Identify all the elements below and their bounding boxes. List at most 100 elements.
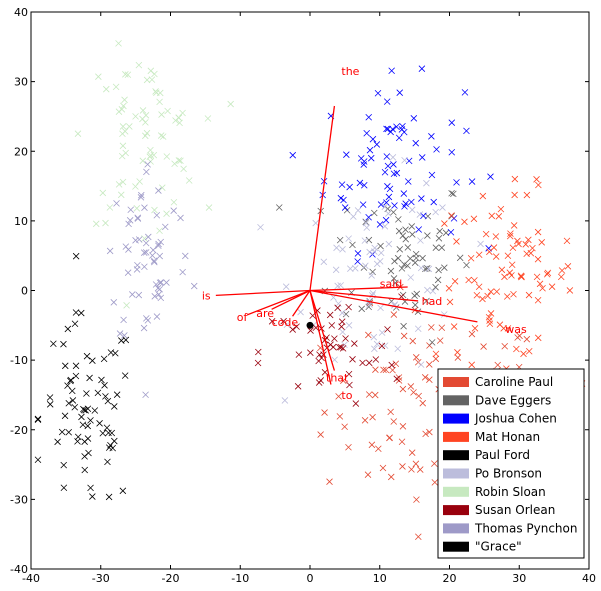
y-tick-label: 0 — [21, 285, 28, 298]
data-point — [159, 133, 167, 140]
data-point — [393, 169, 401, 177]
data-point — [155, 291, 163, 298]
data-point — [87, 484, 94, 492]
data-point — [149, 246, 157, 254]
loading-label-to: to — [341, 389, 352, 402]
data-point — [511, 191, 518, 199]
data-point — [433, 146, 440, 153]
data-point — [85, 449, 92, 457]
data-point — [81, 466, 89, 474]
data-point — [34, 415, 42, 423]
data-point — [354, 207, 362, 214]
data-point — [372, 356, 380, 363]
data-point — [432, 283, 439, 291]
data-point — [376, 221, 384, 228]
data-point — [140, 249, 148, 256]
loading-label-had: had — [422, 295, 443, 308]
series-3 — [432, 175, 586, 422]
data-point — [414, 325, 422, 333]
data-point — [362, 218, 369, 226]
data-point — [415, 226, 423, 233]
data-point — [119, 142, 127, 150]
data-point — [415, 533, 422, 541]
data-point — [74, 130, 82, 137]
ticks-layer: -40 -30 -20 -10 0 10 20 30 40 40 30 20 10 0 -10 -20 -30 -… — [10, 6, 596, 585]
series-7 — [254, 293, 405, 407]
data-point — [513, 345, 520, 353]
data-point — [120, 102, 127, 110]
series-6 — [74, 40, 234, 309]
data-point — [369, 413, 376, 421]
data-point — [424, 286, 431, 294]
data-point — [204, 115, 212, 122]
data-point — [383, 199, 390, 206]
data-point — [345, 303, 352, 311]
data-point — [409, 337, 417, 345]
data-point — [423, 297, 430, 305]
data-point — [409, 231, 416, 238]
data-point — [106, 204, 114, 211]
data-point — [548, 283, 556, 290]
x-tick-label: 40 — [582, 572, 596, 585]
data-point — [379, 464, 387, 472]
data-point — [484, 292, 491, 300]
data-point — [341, 341, 348, 349]
data-point — [180, 165, 187, 173]
data-point — [60, 340, 67, 348]
data-point — [477, 240, 484, 248]
data-point — [385, 210, 392, 217]
data-point — [369, 290, 377, 297]
data-point — [363, 129, 370, 137]
data-point — [153, 211, 161, 219]
data-point — [254, 359, 262, 367]
data-point — [105, 429, 112, 437]
data-point — [510, 222, 518, 229]
data-point — [514, 237, 521, 245]
data-point — [134, 215, 142, 222]
data-point — [144, 161, 151, 168]
data-point — [335, 300, 342, 307]
data-point — [345, 235, 352, 242]
data-point — [370, 209, 378, 217]
data-point — [450, 323, 458, 330]
data-point — [83, 390, 90, 397]
data-point — [416, 211, 424, 218]
x-tick-label: -40 — [22, 572, 40, 585]
y-tick-label: -20 — [10, 424, 28, 437]
data-point — [275, 204, 283, 211]
data-point — [419, 254, 426, 262]
data-point — [307, 349, 314, 356]
data-point — [293, 323, 300, 330]
data-point — [461, 89, 469, 96]
data-point — [504, 325, 512, 332]
data-point — [463, 127, 470, 135]
data-point — [133, 205, 141, 212]
legend-entry: Susan Orlean — [475, 503, 555, 517]
data-point — [120, 316, 127, 324]
data-point — [390, 208, 397, 216]
data-point — [423, 179, 430, 187]
loading-label-the: the — [341, 65, 359, 78]
data-point — [65, 428, 73, 436]
data-point — [280, 317, 287, 325]
data-point — [354, 250, 362, 257]
data-point — [122, 243, 130, 250]
data-point — [158, 111, 165, 118]
series-5 — [257, 154, 484, 404]
data-point — [506, 269, 514, 276]
data-point — [320, 258, 328, 266]
data-point — [475, 251, 483, 259]
data-point — [496, 321, 504, 328]
legend-entry: Joshua Cohen — [474, 412, 557, 426]
data-point — [148, 76, 156, 83]
data-point — [171, 160, 178, 168]
data-point — [46, 394, 54, 401]
data-point — [341, 423, 348, 431]
data-point — [139, 107, 147, 114]
data-point — [153, 89, 160, 97]
data-point — [346, 183, 353, 191]
data-point — [334, 304, 341, 312]
data-point — [518, 273, 525, 281]
data-point — [389, 154, 397, 161]
data-point — [395, 374, 403, 381]
